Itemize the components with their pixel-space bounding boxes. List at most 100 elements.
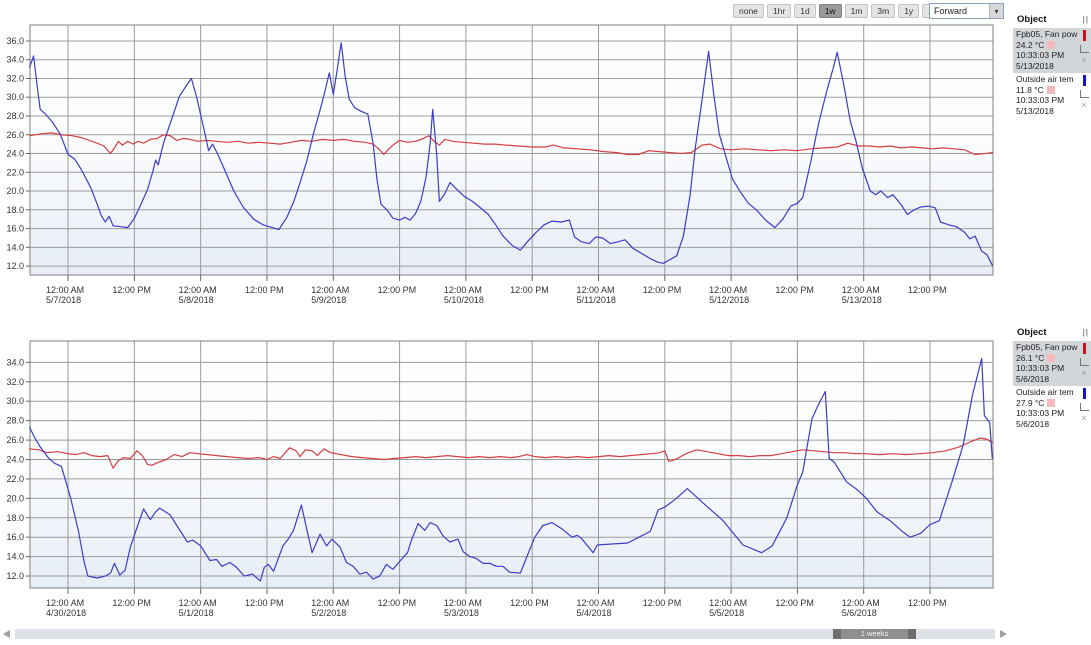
legend-row[interactable]: Outside air tem 11.8 °C 10:33:03 PM 5/13/20… bbox=[1013, 73, 1091, 118]
x-tick-date-label: 5/10/2018 bbox=[444, 295, 484, 305]
series-timestamp-time: 10:33:03 PM bbox=[1016, 95, 1065, 105]
x-tick-label: 12:00 AM bbox=[444, 285, 482, 295]
chevron-down-icon[interactable]: ▾ bbox=[989, 4, 1003, 18]
x-tick-label: 12:00 PM bbox=[378, 285, 417, 295]
scrollbar-left-arrow[interactable] bbox=[3, 630, 10, 638]
time-range-button-1d[interactable]: 1d bbox=[794, 4, 816, 18]
time-range-button-1y[interactable]: 1y bbox=[898, 4, 920, 18]
series-color-bar bbox=[1082, 343, 1086, 354]
legend-row-icons: × bbox=[1078, 387, 1090, 429]
y-tick-label: 32.0 bbox=[6, 377, 24, 387]
x-tick-date-label: 5/8/2018 bbox=[179, 295, 214, 305]
x-tick-date-label: 5/1/2018 bbox=[179, 608, 214, 618]
legend-panel-top: Object || Fpb05, Fan pow 24.2 °C 10:33:03 PM… bbox=[1013, 12, 1091, 118]
chart-plot-area[interactable] bbox=[30, 25, 993, 275]
series-line-fan-power bbox=[29, 437, 993, 469]
x-tick-label: 12:00 AM bbox=[709, 285, 747, 295]
legend-row[interactable]: Outside air tem 27.9 °C 10:33:03 PM 5/6/201… bbox=[1013, 386, 1091, 431]
x-tick-label: 12:00 PM bbox=[510, 285, 549, 295]
x-tick-date-label: 5/7/2018 bbox=[46, 295, 81, 305]
axis-icon[interactable] bbox=[1079, 90, 1089, 98]
legend-row-text: Outside air tem 27.9 °C 10:33:03 PM 5/6/201… bbox=[1016, 387, 1078, 429]
y-tick-label: 12.0 bbox=[6, 261, 24, 271]
series-timestamp-time: 10:33:03 PM bbox=[1016, 408, 1065, 418]
x-tick-date-label: 5/3/2018 bbox=[444, 608, 479, 618]
series-value: 26.1 °C bbox=[1016, 353, 1078, 364]
trend-chart-top: 12.0 14.0 16.0 18.0 20.0 22.0 24.0 26.0 28.0 30.0… bbox=[6, 24, 994, 305]
thumb-right-handle[interactable] bbox=[908, 629, 916, 639]
thumb-left-handle[interactable] bbox=[833, 629, 841, 639]
y-tick-label: 20.0 bbox=[6, 186, 24, 196]
remove-series-icon[interactable]: × bbox=[1081, 55, 1087, 65]
x-tick-label: 12:00 PM bbox=[245, 598, 284, 608]
x-tick-label: 12:00 PM bbox=[112, 285, 151, 295]
y-tick-label: 18.0 bbox=[6, 205, 24, 215]
y-tick-label: 34.0 bbox=[6, 55, 24, 65]
y-tick-label: 14.0 bbox=[6, 552, 24, 562]
series-name: Outside air tem bbox=[1016, 387, 1074, 397]
legend-row[interactable]: Fpb05, Fan pow 24.2 °C 10:33:03 PM 5/13/201… bbox=[1013, 28, 1091, 73]
series-value: 11.8 °C bbox=[1016, 85, 1078, 96]
series-line-fan-power bbox=[29, 132, 993, 156]
y-tick-label: 14.0 bbox=[6, 242, 24, 252]
legend-panel-bottom: Object || Fpb05, Fan pow 26.1 °C 10:33:03 PM… bbox=[1013, 325, 1091, 431]
x-tick-label: 12:00 AM bbox=[311, 285, 349, 295]
value-status-swatch bbox=[1046, 85, 1055, 94]
value-status-swatch bbox=[1047, 353, 1056, 362]
series-color-bar bbox=[1082, 30, 1086, 41]
x-tick-label: 12:00 PM bbox=[775, 598, 814, 608]
x-tick-label: 12:00 PM bbox=[510, 598, 549, 608]
y-tick-label: 24.0 bbox=[6, 149, 24, 159]
legend-row-icons: × bbox=[1078, 29, 1090, 71]
x-tick-label: 12:00 AM bbox=[842, 598, 880, 608]
x-tick-label: 12:00 PM bbox=[643, 598, 682, 608]
direction-dropdown[interactable]: Forward ▾ bbox=[929, 3, 1004, 19]
series-timestamp-date: 5/6/2018 bbox=[1016, 418, 1050, 429]
remove-series-icon[interactable]: × bbox=[1081, 100, 1087, 110]
x-tick-label: 12:00 AM bbox=[179, 598, 217, 608]
series-line-outside-air-temp bbox=[29, 42, 993, 266]
time-range-button-1w[interactable]: 1w bbox=[818, 4, 842, 18]
panel-splitter-icon[interactable]: || bbox=[1082, 14, 1089, 24]
scrollbar-right-arrow[interactable] bbox=[1000, 630, 1007, 638]
y-tick-label: 28.0 bbox=[6, 111, 24, 121]
x-tick-date-label: 5/5/2018 bbox=[709, 608, 744, 618]
remove-series-icon[interactable]: × bbox=[1081, 368, 1087, 378]
time-range-button-1m[interactable]: 1m bbox=[844, 4, 869, 18]
x-tick-label: 12:00 PM bbox=[245, 285, 284, 295]
x-tick-label: 12:00 AM bbox=[576, 285, 614, 295]
x-tick-date-label: 4/30/2018 bbox=[46, 608, 86, 618]
trend-chart-bottom: 12.0 14.0 16.0 18.0 20.0 22.0 24.0 26.0 28.0 30.0… bbox=[6, 340, 994, 618]
axis-icon[interactable] bbox=[1079, 403, 1089, 411]
series-value: 24.2 °C bbox=[1016, 40, 1078, 51]
time-range-button-none[interactable]: none bbox=[733, 4, 764, 18]
axis-icon[interactable] bbox=[1079, 45, 1089, 53]
x-tick-label: 12:00 PM bbox=[112, 598, 151, 608]
scrollbar-thumb[interactable]: 1 weeks bbox=[833, 629, 916, 639]
time-range-button-1hr[interactable]: 1hr bbox=[766, 4, 792, 18]
x-tick-label: 12:00 PM bbox=[908, 285, 947, 295]
plot-border bbox=[29, 24, 994, 276]
x-tick-label: 12:00 PM bbox=[643, 285, 682, 295]
y-tick-label: 12.0 bbox=[6, 571, 24, 581]
series-timestamp-time: 10:33:03 PM bbox=[1016, 50, 1065, 60]
series-timestamp-date: 5/6/2018 bbox=[1016, 373, 1050, 384]
series-name: Fpb05, Fan pow bbox=[1016, 29, 1078, 39]
legend-header: Object || bbox=[1013, 325, 1091, 341]
x-tick-date-label: 5/4/2018 bbox=[576, 608, 611, 618]
scrollbar-track[interactable]: 1 weeks bbox=[15, 629, 995, 639]
chart-plot-area[interactable] bbox=[30, 341, 993, 588]
x-tick-label: 12:00 AM bbox=[46, 598, 84, 608]
axis-icon[interactable] bbox=[1079, 358, 1089, 366]
legend-row[interactable]: Fpb05, Fan pow 26.1 °C 10:33:03 PM 5/6/2018… bbox=[1013, 341, 1091, 386]
legend-row-icons: × bbox=[1078, 342, 1090, 384]
remove-series-icon[interactable]: × bbox=[1081, 413, 1087, 423]
y-tick-label: 26.0 bbox=[6, 435, 24, 445]
panel-splitter-icon[interactable]: || bbox=[1082, 327, 1089, 337]
x-tick-label: 12:00 PM bbox=[775, 285, 814, 295]
x-tick-label: 12:00 AM bbox=[709, 598, 747, 608]
series-color-bar bbox=[1082, 75, 1086, 86]
time-range-button-3m[interactable]: 3m bbox=[871, 4, 896, 18]
y-tick-label: 24.0 bbox=[6, 454, 24, 464]
